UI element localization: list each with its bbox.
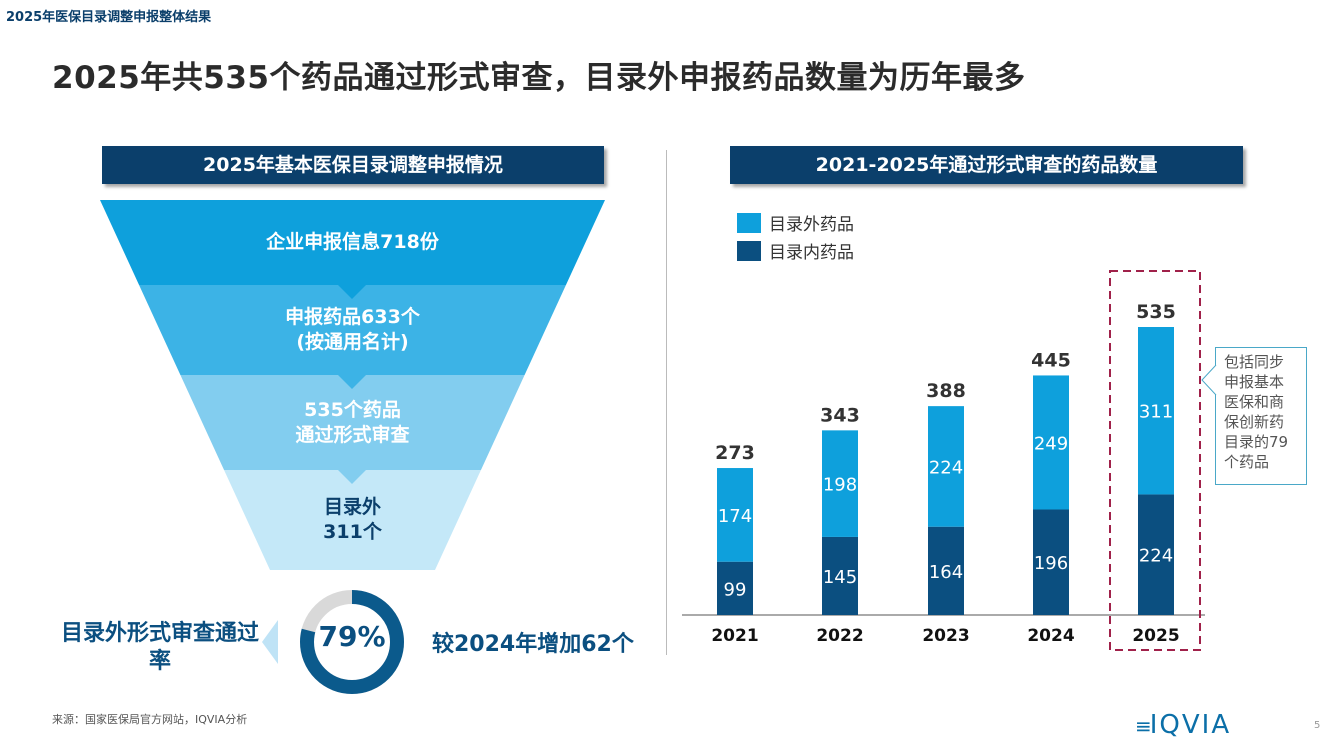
- donut-progress: [300, 590, 404, 694]
- funnel-stage: 企业申报信息718份: [100, 200, 605, 285]
- left-section-title: 2025年基本医保目录调整申报情况: [102, 146, 604, 184]
- funnel-notch: [338, 285, 366, 299]
- bar-outside-2021: [717, 468, 753, 562]
- right-section-title: 2021-2025年通过形式审查的药品数量: [730, 146, 1243, 184]
- bar-value-label: 164: [929, 562, 963, 583]
- bar-value-label: 224: [1139, 546, 1173, 567]
- callout-note: 包括同步申报基本医保和商保创新药目录的79个药品: [1215, 347, 1307, 485]
- x-tick-label: 2025: [1132, 626, 1179, 646]
- funnel-stage: 申报药品633个 (按通用名计): [100, 285, 605, 375]
- bar-value-label: 224: [929, 457, 963, 478]
- legend-label: 目录内药品: [769, 243, 854, 263]
- bar-inside-2022: [822, 536, 858, 615]
- divider: [666, 150, 667, 655]
- funnel-stage-text: 535个药品: [304, 398, 401, 421]
- rate-value: 79%: [318, 620, 386, 653]
- bar-outside-2024: [1033, 375, 1069, 510]
- x-tick-label: 2022: [816, 626, 863, 646]
- bar-inside-2024: [1033, 509, 1069, 615]
- bar-total-label: 535: [1136, 301, 1176, 323]
- donut-chart: [262, 590, 404, 694]
- funnel-stage-text: 311个: [323, 521, 382, 543]
- bar-value-label: 174: [718, 506, 752, 527]
- x-tick-label: 2021: [711, 626, 758, 646]
- funnel-notch: [338, 470, 366, 484]
- bar-value-label: 99: [724, 579, 747, 600]
- arrow-left-icon: [262, 620, 278, 664]
- bar-total-label: 343: [820, 404, 860, 426]
- funnel-stage-text: 申报药品633个: [285, 306, 420, 328]
- rate-label: 目录外形式审查通过率: [60, 621, 259, 674]
- funnel-stage-text: 目录外: [323, 496, 381, 518]
- highlight-box-2025: [1109, 270, 1201, 651]
- legend-inside: 目录内药品: [737, 238, 854, 263]
- x-tick-label: 2024: [1027, 626, 1074, 646]
- breadcrumb: 2025年医保目录调整申报整体结果: [6, 10, 212, 25]
- callout-pointer: [1201, 365, 1217, 395]
- bar-outside-2023: [928, 406, 964, 527]
- bar-value-label: 249: [1034, 433, 1068, 454]
- page-number: 5: [1314, 720, 1321, 731]
- legend-swatch: [737, 240, 761, 261]
- bar-total-label: 273: [715, 442, 755, 464]
- bar-inside-2021: [717, 561, 753, 615]
- bar-outside-2025: [1138, 327, 1174, 495]
- iqvia-logo: ≡IQVIA: [1135, 710, 1232, 740]
- bar-inside-2025: [1138, 494, 1174, 615]
- funnel-stage-text: 通过形式审查: [295, 423, 410, 446]
- bar-outside-2022: [822, 430, 858, 537]
- bar-value-label: 196: [1034, 553, 1068, 574]
- legend-swatch: [737, 212, 761, 233]
- bar-total-label: 445: [1031, 349, 1071, 371]
- legend-label: 目录外药品: [769, 215, 854, 235]
- bar-value-label: 145: [823, 567, 857, 588]
- increase-text: 较2024年增加62个: [432, 632, 634, 657]
- source-note: 来源：国家医保局官方网站，IQVIA分析: [52, 713, 248, 726]
- bar-total-label: 388: [926, 380, 966, 402]
- bar-value-label: 311: [1139, 402, 1173, 423]
- bar-value-label: 198: [823, 475, 857, 496]
- funnel-stage-text: 企业申报信息718份: [266, 231, 439, 253]
- legend-outside: 目录外药品: [737, 210, 854, 235]
- funnel-stage-text: (按通用名计): [296, 331, 409, 353]
- bar-inside-2023: [928, 526, 964, 615]
- x-tick-label: 2023: [922, 626, 969, 646]
- page-title: 2025年共535个药品通过形式审查，目录外申报药品数量为历年最多: [52, 60, 1026, 96]
- funnel-notch: [338, 375, 366, 389]
